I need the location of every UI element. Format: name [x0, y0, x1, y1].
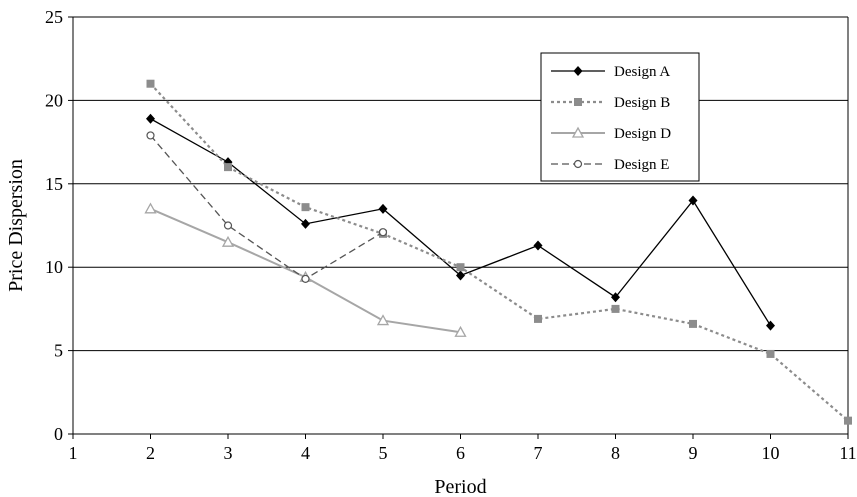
data-point [224, 163, 232, 172]
legend-item-design-a: Design A [551, 64, 670, 80]
x-tick-label: 5 [379, 443, 388, 463]
x-tick-label: 7 [534, 443, 543, 463]
y-tick-label: 10 [45, 257, 63, 277]
series-design-e [146, 131, 388, 283]
data-point [301, 274, 310, 283]
data-point [378, 228, 388, 237]
legend-item-design-b: Design B [551, 95, 670, 111]
x-tick-label: 10 [762, 443, 780, 463]
legend-item-design-e: Design E [551, 157, 669, 173]
data-point [146, 131, 155, 140]
data-point [611, 304, 620, 313]
data-point [301, 203, 310, 212]
series-line [150, 135, 384, 280]
data-point [378, 203, 388, 214]
data-point [146, 113, 155, 124]
legend-label: Design E [614, 157, 669, 173]
legend-item-design-d: Design D [551, 126, 671, 142]
axes [68, 16, 849, 439]
data-point [689, 319, 697, 328]
x-tick-label: 3 [224, 443, 233, 463]
x-tick-label: 11 [839, 443, 856, 463]
x-tick-label: 1 [69, 443, 78, 463]
x-tick-label: 8 [611, 443, 620, 463]
data-point [571, 126, 585, 138]
legend-label: Design D [614, 126, 671, 142]
data-point [456, 270, 465, 281]
legend-label: Design A [614, 64, 670, 80]
y-tick-label: 0 [54, 424, 63, 444]
data-point [573, 66, 583, 76]
data-point [454, 325, 467, 337]
x-tick-label: 4 [301, 443, 310, 463]
tick-labels: 0 5 10 15 20 25 1 2 3 4 5 6 7 8 9 10 11 [45, 7, 857, 463]
y-axis-title: Price Dispersion [5, 159, 27, 292]
series-line [149, 82, 849, 422]
y-tick-label: 20 [45, 90, 63, 110]
y-tick-label: 5 [54, 341, 63, 361]
x-tick-label: 2 [146, 443, 155, 463]
x-tick-label: 6 [456, 443, 465, 463]
data-point [221, 235, 235, 247]
legend-box [540, 52, 700, 182]
data-point [611, 292, 620, 303]
x-tick-label: 9 [689, 443, 698, 463]
data-point [844, 416, 852, 425]
data-point [766, 349, 775, 358]
data-point [533, 240, 543, 251]
legend-label: Design B [614, 95, 670, 111]
data-point [146, 79, 155, 88]
data-point [456, 263, 465, 272]
data-point [574, 98, 582, 106]
data-point [376, 314, 390, 326]
data-point [534, 314, 542, 323]
gridlines [73, 16, 848, 352]
legend: Design A Design B Design D Design E [540, 52, 700, 182]
data-point [144, 202, 157, 214]
data-series [144, 79, 852, 425]
data-point [301, 218, 310, 229]
data-point [688, 195, 698, 206]
x-axis-title: Period [434, 476, 486, 497]
y-tick-label: 15 [45, 174, 63, 194]
data-point [766, 320, 775, 331]
y-tick-label: 25 [45, 7, 63, 27]
data-point [573, 159, 583, 169]
data-point [223, 221, 233, 230]
